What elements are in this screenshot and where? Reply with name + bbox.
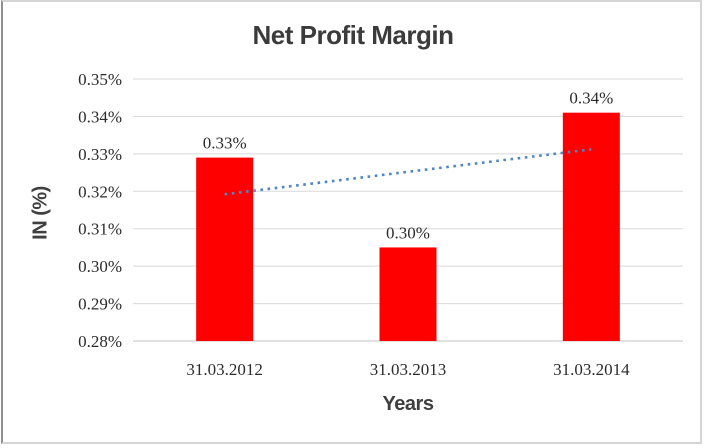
y-tick-label: 0.28% (78, 332, 122, 351)
bar-data-label: 0.30% (386, 223, 430, 242)
bar-data-label: 0.33% (203, 134, 247, 153)
x-tick-label: 31.03.2012 (186, 360, 263, 379)
bar (196, 157, 254, 341)
y-tick-label: 0.32% (78, 182, 122, 201)
y-tick-label: 0.33% (78, 145, 122, 164)
y-tick-label: 0.35% (78, 70, 122, 89)
y-tick-label: 0.31% (78, 220, 122, 239)
bar-data-label: 0.34% (569, 89, 613, 108)
trendline (224, 148, 592, 196)
y-tick-label: 0.30% (78, 257, 122, 276)
x-axis-title: Years (382, 393, 434, 415)
chart-title: Net Profit Margin (252, 20, 454, 50)
bar (562, 112, 620, 341)
bar (379, 247, 437, 341)
x-tick-label: 31.03.2014 (553, 360, 630, 379)
y-tick-label: 0.34% (78, 107, 122, 126)
x-tick-label: 31.03.2013 (370, 360, 447, 379)
y-tick-label: 0.29% (78, 295, 122, 314)
